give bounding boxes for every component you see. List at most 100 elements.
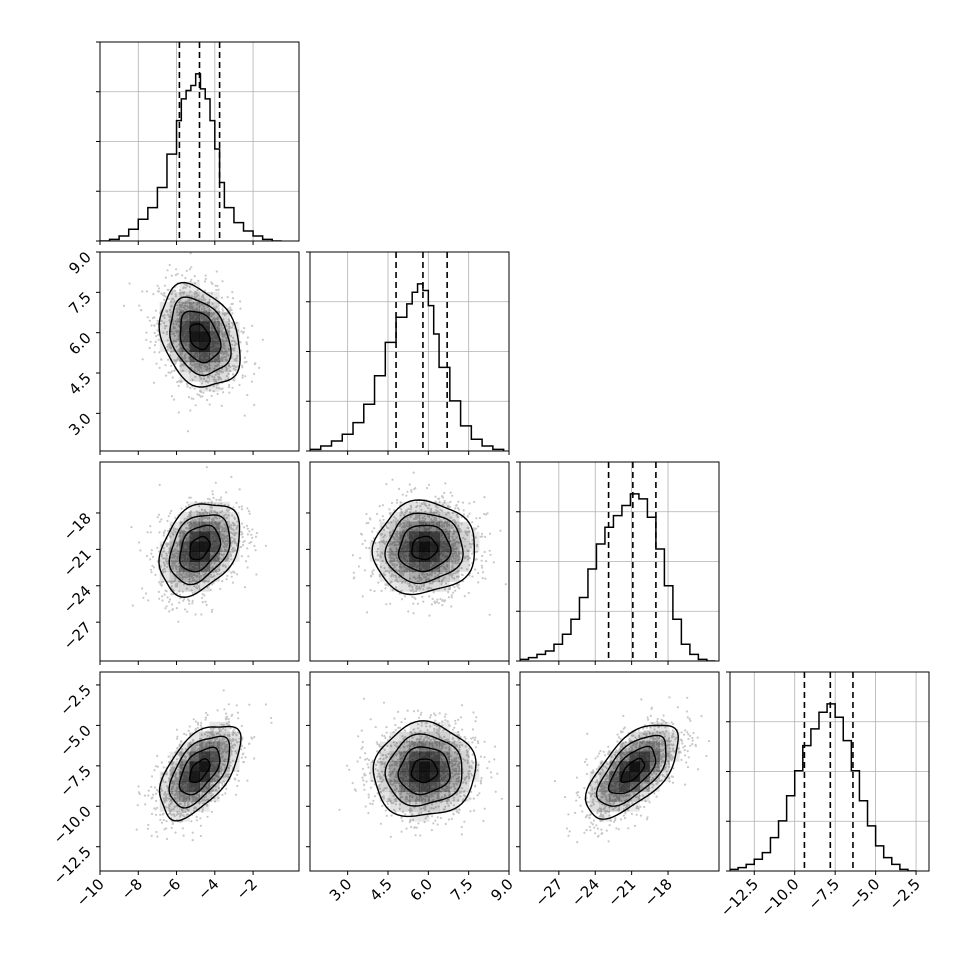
scatter-point bbox=[233, 516, 236, 519]
scatter-point bbox=[214, 521, 217, 524]
scatter-point bbox=[131, 604, 134, 607]
scatter-point bbox=[232, 323, 235, 327]
scatter-point bbox=[213, 376, 216, 379]
scatter-point bbox=[190, 295, 193, 298]
scatter-point bbox=[435, 509, 438, 512]
density-cell bbox=[459, 551, 470, 562]
scatter-point bbox=[177, 333, 180, 336]
scatter-point bbox=[459, 529, 462, 532]
density-cell bbox=[409, 571, 420, 582]
density-cell bbox=[439, 541, 450, 552]
scatter-point bbox=[212, 553, 215, 556]
scatter-point bbox=[193, 522, 196, 525]
scatter-point bbox=[160, 584, 163, 587]
scatter-point bbox=[398, 566, 402, 569]
scatter-point bbox=[158, 520, 161, 523]
scatter-point bbox=[230, 475, 233, 478]
scatter-point bbox=[190, 303, 193, 306]
scatter-point bbox=[142, 596, 145, 599]
scatter-point bbox=[246, 527, 249, 530]
scatter-point bbox=[474, 568, 477, 571]
scatter-point bbox=[352, 577, 355, 580]
scatter-point bbox=[248, 542, 251, 545]
scatter-point bbox=[219, 511, 222, 514]
scatter-point bbox=[405, 509, 408, 513]
scatter-point bbox=[177, 768, 180, 771]
scatter-point bbox=[202, 377, 206, 381]
scatter-point bbox=[191, 378, 194, 381]
scatter-point bbox=[149, 568, 152, 571]
scatter-point bbox=[231, 364, 234, 367]
density-cell bbox=[449, 531, 460, 542]
scatter-point bbox=[175, 331, 178, 334]
scatter-point bbox=[409, 589, 413, 593]
scatter-point bbox=[211, 520, 214, 523]
scatter-point bbox=[220, 326, 223, 329]
scatter-point bbox=[410, 489, 413, 492]
scatter-point bbox=[248, 703, 251, 706]
scatter-point bbox=[231, 336, 235, 339]
scatter-point bbox=[138, 304, 141, 307]
scatter-point bbox=[200, 519, 203, 523]
scatter-point bbox=[216, 527, 219, 530]
scatter-point bbox=[391, 573, 394, 576]
scatter-point bbox=[220, 296, 223, 299]
scatter-point bbox=[440, 579, 444, 583]
scatter-point bbox=[223, 548, 227, 551]
scatter-point bbox=[221, 312, 224, 315]
scatter-point bbox=[419, 576, 422, 580]
scatter-point bbox=[398, 592, 401, 595]
scatter-point bbox=[447, 511, 450, 514]
scatter-point bbox=[378, 505, 381, 508]
scatter-point bbox=[365, 512, 368, 516]
histogram-0 bbox=[100, 73, 282, 241]
scatter-point bbox=[422, 600, 425, 603]
scatter-point bbox=[233, 347, 236, 350]
scatter-point bbox=[476, 545, 479, 548]
scatter-point bbox=[190, 266, 193, 269]
scatter-point bbox=[446, 565, 449, 568]
scatter-point bbox=[242, 543, 245, 547]
scatter-point bbox=[210, 326, 213, 329]
scatter-point bbox=[213, 562, 216, 565]
scatter-point bbox=[243, 586, 247, 589]
scatter-point bbox=[141, 290, 144, 293]
scatter-point bbox=[202, 295, 205, 298]
scatter-point bbox=[218, 568, 221, 571]
scatter-point bbox=[164, 791, 167, 794]
scatter-point bbox=[209, 367, 212, 370]
scatter-point bbox=[179, 359, 182, 362]
scatter-point bbox=[178, 590, 181, 593]
scatter-point bbox=[174, 295, 178, 298]
scatter-point bbox=[240, 530, 243, 534]
scatter-point bbox=[201, 371, 204, 374]
scatter-point bbox=[193, 275, 196, 278]
scatter-point bbox=[194, 375, 197, 378]
scatter-point bbox=[183, 517, 186, 520]
scatter-point bbox=[160, 789, 163, 792]
scatter-point bbox=[473, 500, 476, 504]
scatter-point bbox=[359, 557, 362, 560]
scatter-point bbox=[410, 508, 413, 511]
density-cell bbox=[429, 511, 440, 523]
scatter-point bbox=[236, 573, 239, 576]
scatter-point bbox=[155, 799, 158, 803]
scatter-point bbox=[452, 562, 455, 565]
scatter-point bbox=[206, 511, 209, 515]
scatter-point bbox=[455, 504, 458, 507]
scatter-point bbox=[387, 551, 391, 554]
scatter-point bbox=[161, 314, 165, 317]
scatter-point bbox=[170, 593, 173, 596]
scatter-point bbox=[231, 532, 234, 535]
scatter-point bbox=[395, 550, 398, 553]
scatter-point bbox=[459, 552, 463, 555]
scatter-point bbox=[397, 576, 400, 579]
scatter-point bbox=[176, 358, 179, 361]
scatter-point bbox=[425, 578, 428, 581]
scatter-point bbox=[146, 531, 149, 534]
scatter-point bbox=[190, 820, 193, 823]
scatter-point bbox=[489, 553, 492, 556]
scatter-point bbox=[182, 572, 185, 575]
scatter-point bbox=[443, 566, 446, 569]
scatter-point bbox=[158, 531, 161, 534]
